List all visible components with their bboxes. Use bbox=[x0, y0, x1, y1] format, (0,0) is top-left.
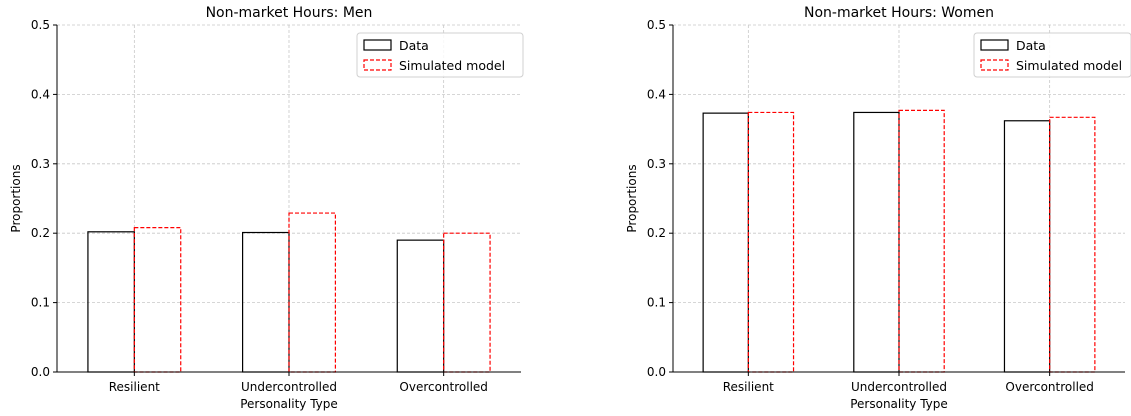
legend-label-simulated: Simulated model bbox=[399, 58, 505, 73]
x-tick-label: Overcontrolled bbox=[1005, 380, 1094, 394]
legend-swatch-data bbox=[363, 39, 392, 51]
y-tick-label: 0.2 bbox=[31, 226, 50, 240]
y-tick-label: 0.1 bbox=[647, 296, 666, 310]
y-tick-label: 0.3 bbox=[647, 157, 666, 171]
y-tick-label: 0.5 bbox=[31, 18, 50, 32]
x-tick-label: Undercontrolled bbox=[851, 380, 947, 394]
chart-women: 0.0 0.1 0.2 0.3 0.4 0.5 Resilient Undercontroll… bbox=[625, 5, 1131, 411]
legend-swatch-data bbox=[980, 39, 1009, 51]
y-tick-label: 0.1 bbox=[31, 296, 50, 310]
bar-simulated bbox=[133, 227, 182, 373]
x-tick-label: Resilient bbox=[109, 380, 160, 394]
y-axis-label: Proportions bbox=[9, 164, 23, 232]
bar-data bbox=[1003, 120, 1051, 373]
chart-men: 0.0 0.1 0.2 0.3 0.4 0.5 Resilient Undercontroll… bbox=[9, 5, 524, 411]
bar-data bbox=[853, 111, 900, 373]
y-axis-label: Proportions bbox=[625, 164, 639, 232]
bar-simulated bbox=[747, 111, 795, 373]
bar-simulated bbox=[288, 212, 337, 373]
y-tick-label: 0.4 bbox=[647, 87, 666, 101]
x-tick-label: Resilient bbox=[723, 380, 774, 394]
legend-frame bbox=[973, 32, 1131, 78]
bar-data bbox=[396, 239, 445, 373]
y-tick-label: 0.3 bbox=[31, 157, 50, 171]
legend-label-simulated: Simulated model bbox=[1016, 58, 1122, 73]
x-tick-label: Overcontrolled bbox=[399, 380, 488, 394]
y-tick-label: 0.5 bbox=[647, 18, 666, 32]
x-tick-label: Undercontrolled bbox=[241, 380, 337, 394]
bar-simulated bbox=[1049, 116, 1096, 373]
bar-simulated bbox=[898, 109, 945, 373]
bar-simulated bbox=[443, 232, 491, 373]
y-tick-label: 0.2 bbox=[647, 226, 666, 240]
legend-swatch-simulated bbox=[980, 59, 1009, 71]
legend-label-data: Data bbox=[1016, 38, 1046, 53]
legend: Data Simulated model bbox=[356, 32, 524, 78]
y-tick-label: 0.4 bbox=[31, 87, 50, 101]
x-axis-label: Personality Type bbox=[240, 397, 338, 411]
y-tick-label: 0.0 bbox=[647, 365, 666, 379]
y-tick-label: 0.0 bbox=[31, 365, 50, 379]
legend: Data Simulated model bbox=[973, 32, 1131, 78]
chart-title: Non-market Hours: Men bbox=[206, 5, 373, 21]
legend-label-data: Data bbox=[399, 38, 429, 53]
bar-data bbox=[702, 112, 749, 373]
chart-title: Non-market Hours: Women bbox=[804, 5, 994, 21]
bar-data bbox=[87, 231, 135, 373]
x-axis-label: Personality Type bbox=[850, 397, 948, 411]
legend-frame bbox=[356, 32, 524, 78]
legend-swatch-simulated bbox=[363, 59, 392, 71]
